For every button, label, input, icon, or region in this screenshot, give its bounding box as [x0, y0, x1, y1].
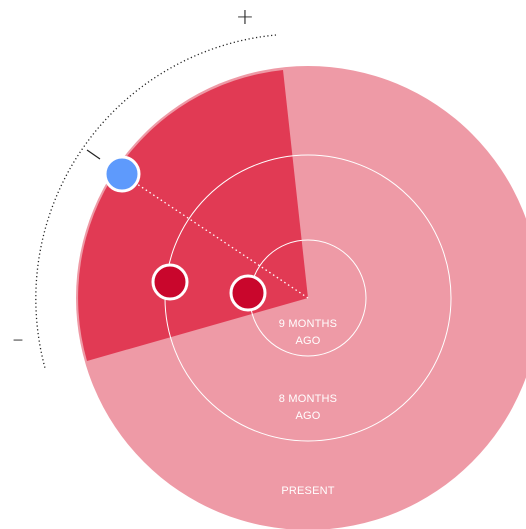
- data-marker[interactable]: [151, 263, 189, 301]
- selection-handle[interactable]: [103, 155, 141, 193]
- ring-label-middle-line1: 8 MONTHS: [279, 393, 337, 405]
- ring-label-middle-line2: AGO: [295, 410, 320, 422]
- ring-label-inner-line1: 9 MONTHS: [279, 318, 337, 330]
- ring-label-inner-line2: AGO: [295, 335, 320, 347]
- data-marker[interactable]: [229, 274, 267, 312]
- arc-tick: [86, 149, 101, 160]
- ring-label-outer: PRESENT: [281, 485, 334, 497]
- minus-sign: –: [13, 327, 24, 352]
- pointer-line: [121, 173, 309, 299]
- plus-sign: +: [236, 5, 254, 30]
